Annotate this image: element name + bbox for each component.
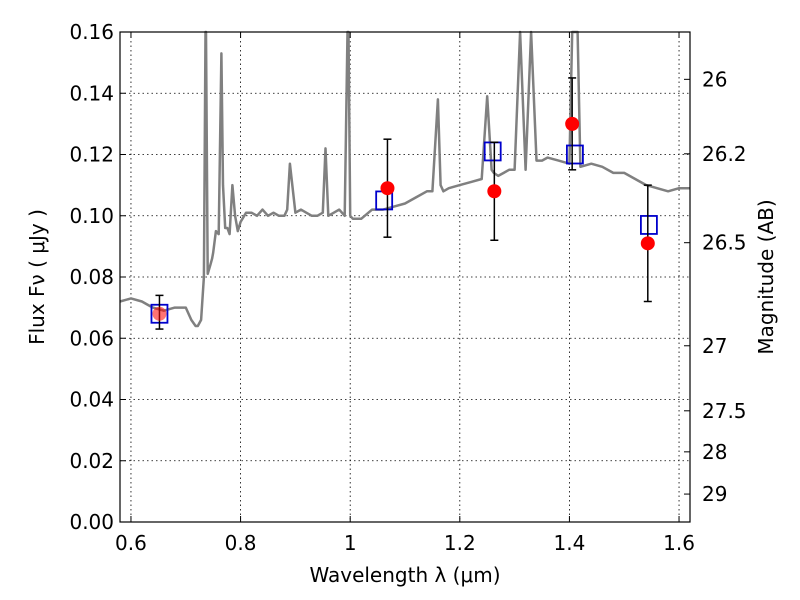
- y-tick-label: 0.06: [69, 326, 114, 350]
- observed-point: [565, 116, 580, 131]
- y2-axis: 26 26.2 26.5 27 27.5 28 29: [684, 67, 747, 506]
- y-tick-label: 0.02: [69, 449, 114, 473]
- spectrum-line: [119, 30, 690, 328]
- y-axis: 0.00 0.02 0.04 0.06 0.08 0.10 0.12 0.14 0.16: [69, 20, 126, 534]
- observed-photometry: [152, 77, 655, 330]
- model-spectrum: [119, 30, 690, 328]
- observed-point: [640, 236, 655, 251]
- synthetic-point: [639, 215, 658, 235]
- y2-tick-label: 26: [702, 67, 727, 91]
- x-tick-label: 0.6: [115, 531, 147, 555]
- y-tick-label: 0.10: [69, 204, 114, 228]
- x-tick-label: 1.6: [663, 531, 695, 555]
- y2-axis-title: Magnitude (AB): [754, 199, 778, 354]
- y2-tick-label: 26.5: [702, 231, 747, 255]
- x-tick-label: 1.4: [554, 531, 586, 555]
- x-tick-label: 0.8: [225, 531, 257, 555]
- y-axis-title: Flux Fν ( μJy ): [25, 209, 49, 345]
- observed-point: [487, 184, 502, 199]
- y-tick-label: 0.12: [69, 143, 114, 167]
- y2-tick-label: 28: [702, 440, 727, 464]
- y-tick-label: 0.08: [69, 265, 114, 289]
- y2-tick-label: 26.2: [702, 142, 747, 166]
- x-tick-label: 1.2: [444, 531, 476, 555]
- x-axis: 0.6 0.8 1 1.2 1.4 1.6: [115, 32, 695, 555]
- y-tick-label: 0.04: [69, 388, 114, 412]
- y-tick-label: 0.16: [69, 20, 114, 44]
- x-axis-title: Wavelength λ (μm): [309, 563, 500, 587]
- synthetic-point: [566, 144, 584, 165]
- y2-tick-label: 29: [702, 482, 727, 506]
- observed-point: [380, 181, 395, 196]
- y2-tick-label: 27: [702, 334, 727, 358]
- observed-point: [152, 306, 167, 321]
- y-tick-label: 0.14: [69, 81, 114, 105]
- y2-tick-label: 27.5: [702, 399, 747, 423]
- x-tick-label: 1: [344, 531, 357, 555]
- y-tick-label: 0.00: [69, 510, 114, 534]
